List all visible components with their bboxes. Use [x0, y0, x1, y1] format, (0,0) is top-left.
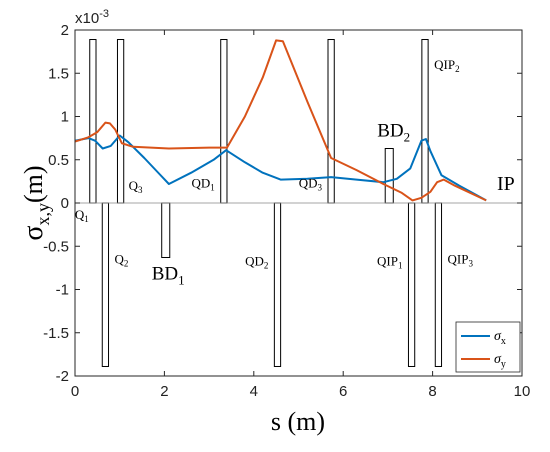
legend: σx σy	[455, 321, 521, 373]
x-tick-label: 6	[339, 383, 347, 400]
element-q1	[89, 39, 97, 204]
element-qip3	[434, 202, 443, 367]
x-tick-label: 0	[71, 383, 79, 400]
element-label-qip3: QIP3	[448, 252, 474, 269]
element-label-bd2: BD2	[377, 121, 410, 145]
svg-text:σx,y(m): σx,y(m)	[18, 165, 53, 240]
legend-label-sigma-y: σy	[494, 352, 506, 370]
x-tick-label: 4	[250, 383, 258, 400]
y-exponent-base: x10-3	[75, 8, 109, 27]
series-line-sigma-x	[74, 134, 487, 202]
element-label-q1: Q1	[75, 207, 89, 224]
x-axis-label: s (m)	[271, 407, 325, 436]
element-bd2	[384, 148, 394, 204]
element-qip2	[421, 39, 429, 204]
y-tick-label: 0	[61, 195, 69, 212]
y-tick-label: -0.5	[43, 238, 69, 255]
element-qd1	[220, 39, 228, 204]
y-tick-label: 2	[61, 22, 69, 39]
y-axis-label: σx,y(m)	[18, 165, 53, 240]
legend-label-sigma-x: σx	[494, 329, 506, 347]
y-tick-label: 0.5	[48, 152, 69, 169]
ip-label: IP	[497, 173, 515, 195]
y-tick-label: 1.5	[48, 65, 69, 82]
element-q3	[116, 39, 125, 204]
element-label-q2: Q2	[115, 252, 129, 269]
element-labels: Q1 Q2 Q3 BD1 QD1 QD2 QD3 BD2 QIP1 QIP2 QIP3	[75, 57, 474, 288]
element-label-bd1: BD1	[152, 263, 185, 287]
element-label-qd2: QD2	[245, 253, 268, 270]
element-qip1	[407, 202, 416, 367]
element-label-q3: Q3	[129, 178, 143, 195]
series-line-sigma-y	[74, 39, 487, 202]
element-label-qip2: QIP2	[434, 57, 459, 74]
y-tick-label: -1	[56, 282, 69, 299]
element-label-qd1: QD1	[191, 175, 214, 192]
axis-ticks: 0 2 4 6 8 10 -2 -1.5 -1 -0.5 0 0.5 1 1.5 2	[43, 22, 530, 400]
y-tick-label: 1	[61, 109, 69, 126]
element-label-qd3: QD3	[299, 175, 323, 192]
x-tick-label: 2	[160, 383, 168, 400]
element-label-qip1: QIP1	[377, 253, 402, 270]
element-qd3	[327, 39, 335, 204]
legend-box	[455, 321, 521, 373]
x-tick-label: 10	[514, 383, 531, 400]
series-layer	[74, 39, 487, 202]
y-tick-label: -1.5	[43, 325, 69, 342]
x-tick-label: 8	[428, 383, 436, 400]
element-q2	[101, 202, 110, 367]
y-tick-label: -2	[56, 368, 69, 385]
element-qd2	[273, 202, 282, 367]
element-bd1	[161, 202, 171, 258]
